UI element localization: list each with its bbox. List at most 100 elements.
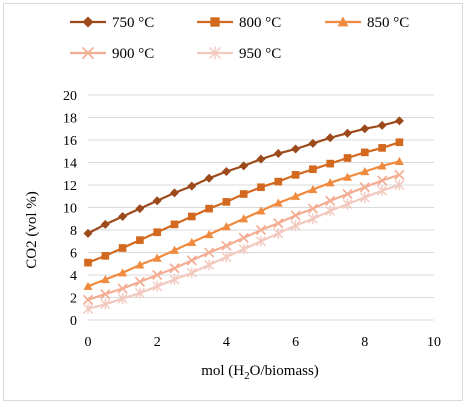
- point-3-15: [342, 188, 353, 200]
- point-4-13: [307, 213, 318, 225]
- point-4-11: [273, 227, 284, 239]
- point-2-18: [394, 156, 404, 165]
- point-3-18-stroke-b: [394, 169, 405, 180]
- legend-label-1: 800 °C: [239, 15, 281, 31]
- point-1-7: [205, 204, 213, 213]
- point-0-9: [239, 161, 249, 171]
- point-4-3: [134, 287, 145, 299]
- point-1-5: [170, 220, 179, 229]
- legend-entry-1: 800 °C: [197, 15, 281, 31]
- point-2-0: [83, 281, 93, 290]
- point-1-11: [274, 177, 283, 186]
- point-0-13: [308, 138, 318, 148]
- point-4-10: [256, 235, 266, 247]
- point-3-5-stroke-b: [169, 263, 180, 274]
- point-4-17: [377, 185, 388, 197]
- y-tick-label-2: 2: [70, 292, 77, 307]
- point-0-3: [135, 204, 145, 214]
- series-1: [84, 138, 404, 267]
- series-line-2: [87, 160, 400, 288]
- legend-entry-3: 900 °C: [70, 46, 154, 62]
- point-4-16: [359, 191, 370, 203]
- point-1-18: [395, 138, 404, 147]
- point-2-4: [152, 253, 162, 262]
- y-tick-label-0: 0: [70, 314, 77, 329]
- point-2-17: [377, 161, 387, 170]
- point-4-18: [394, 179, 405, 191]
- point-2-12: [291, 191, 301, 200]
- point-3-3-stroke-b: [134, 276, 145, 287]
- legend-entry-0: 750 °C: [70, 15, 154, 31]
- legend-marker-3-stroke-b: [81, 46, 95, 60]
- point-4-1: [100, 298, 111, 310]
- point-2-6: [187, 237, 197, 246]
- point-4-6: [186, 267, 197, 279]
- point-4-2: [117, 293, 128, 305]
- point-4-8: [221, 251, 232, 263]
- point-3-14-stroke-b: [325, 195, 336, 206]
- point-1-15: [343, 154, 352, 162]
- point-3-11-stroke-b: [273, 218, 284, 229]
- point-2-8: [221, 222, 231, 231]
- point-3-8: [221, 240, 232, 251]
- point-3-9: [238, 232, 249, 243]
- point-3-11: [273, 218, 284, 229]
- point-1-2: [118, 244, 127, 252]
- point-3-4-stroke-b: [152, 269, 163, 281]
- point-4-7: [204, 259, 215, 271]
- y-tick-label-4: 4: [70, 269, 77, 284]
- x-tick-label-10: 10: [427, 335, 441, 350]
- point-2-1: [100, 275, 110, 284]
- point-1-4: [153, 228, 162, 237]
- y-tick-label-8: 8: [70, 224, 77, 239]
- point-0-7: [204, 173, 214, 183]
- point-4-0: [83, 303, 93, 315]
- point-0-15: [343, 128, 352, 138]
- y-axis-label: CO2 (vol %): [24, 191, 40, 269]
- point-2-3: [135, 260, 145, 269]
- point-3-0: [82, 294, 94, 305]
- point-4-15: [342, 198, 353, 210]
- point-3-3: [134, 276, 145, 287]
- point-3-14: [325, 195, 336, 206]
- point-0-6: [187, 181, 197, 191]
- point-0-0: [83, 228, 93, 238]
- point-1-14: [326, 159, 335, 168]
- point-1-13: [309, 165, 317, 174]
- legend-label-2: 850 °C: [367, 15, 409, 31]
- y-tick-label-6: 6: [70, 247, 77, 262]
- point-3-6: [186, 255, 197, 266]
- y-tick-label-12: 12: [63, 179, 77, 194]
- legend: 750 °C 800 °C 850 °C 900 °C 950 °C: [70, 15, 409, 62]
- legend-marker-4: [209, 46, 221, 60]
- point-3-17-stroke-b: [377, 175, 388, 186]
- x-tick-label-2: 2: [154, 335, 161, 350]
- point-3-15-stroke-b: [342, 188, 353, 200]
- point-3-4: [152, 269, 163, 281]
- point-1-1: [101, 252, 110, 260]
- series-2: [83, 156, 404, 290]
- point-4-12: [290, 220, 301, 231]
- point-2-2: [118, 268, 128, 277]
- point-2-10: [256, 206, 266, 215]
- point-0-17: [377, 120, 387, 130]
- point-3-7-stroke-b: [204, 247, 215, 258]
- point-2-5: [170, 245, 179, 254]
- x-tick-label-6: 6: [292, 335, 299, 350]
- point-2-14: [325, 178, 335, 187]
- point-2-11: [273, 198, 283, 207]
- x-tick-label-0: 0: [85, 335, 92, 350]
- y-tick-label-14: 14: [63, 157, 77, 172]
- point-3-13: [307, 203, 318, 214]
- gridlines: [88, 94, 434, 321]
- legend-marker-1: [210, 17, 220, 27]
- point-1-6: [187, 212, 196, 221]
- legend-marker-0: [82, 16, 94, 28]
- point-3-0-stroke-b: [82, 294, 94, 305]
- legend-label-0: 750 °C: [112, 15, 154, 31]
- x-tick-label-4: 4: [223, 335, 230, 350]
- legend-label-3: 900 °C: [112, 46, 154, 62]
- point-3-9-stroke-b: [238, 232, 249, 243]
- x-axis-label: mol (H2O/biomass): [201, 363, 319, 382]
